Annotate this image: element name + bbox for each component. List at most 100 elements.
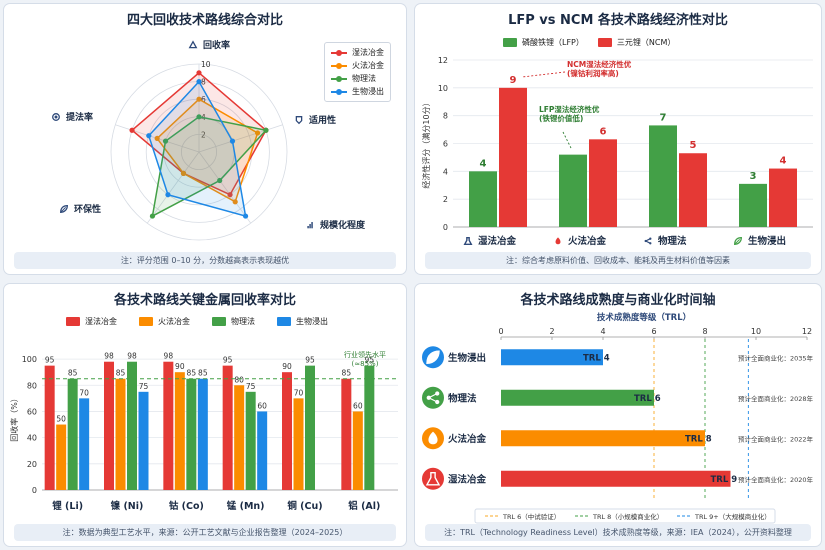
flame-icon: [422, 427, 444, 450]
maturity-bar: [501, 430, 705, 447]
flask-icon-shape: [425, 472, 441, 486]
maturity-xtick: 12: [802, 327, 812, 336]
recovery-bar-label: 98: [104, 352, 114, 361]
radar-panel: 四大回收技术路线综合对比 2 4 6 8 10 回收率 适用性 规模化程度 环保性 提法率 湿法冶…: [3, 3, 407, 275]
maturity-bar: [501, 349, 603, 366]
recovery-bar: [305, 365, 315, 490]
legend-item: 火法冶金: [331, 59, 384, 72]
legend-item: 湿法冶金: [331, 46, 384, 59]
maturity-xtick: 4: [600, 327, 605, 336]
radar-axis-label: 环保性: [74, 203, 101, 215]
recovery-ylabel: 回收率（%）: [9, 394, 19, 442]
share-icon-dot: [644, 239, 647, 243]
flame-icon-shape: [555, 237, 561, 245]
recovery-bar-label: 90: [282, 362, 292, 371]
radar-point: [263, 127, 269, 133]
maturity-legend-label: TRL 8（小规模商业化）: [592, 512, 663, 521]
maturity-commercial-year: 预计全面商业化：2020年: [738, 475, 814, 484]
recovery-bar: [174, 372, 185, 490]
recovery-xtick: 锰 (Mn): [227, 500, 265, 512]
maturity-chart: 技术成熟度等级（TRL） 0 2 4 6 8 10 12 生物浸出 TRL 4 预计全面商业化：20…: [422, 312, 814, 524]
share-icon-dot: [435, 391, 440, 396]
share-icon: [422, 386, 444, 409]
maturity-note: 注：TRL（Technology Readiness Level）技术成熟度等级…: [425, 524, 811, 541]
recovery-ytick: 0: [32, 486, 37, 495]
recovery-ytick: 20: [27, 460, 37, 469]
bar-chart-icon-bar: [309, 224, 311, 229]
legend-label: 三元锂（NCM）: [616, 38, 676, 47]
legend-item: 生物浸出: [331, 85, 384, 98]
legend-item: 三元锂（NCM）: [597, 37, 676, 48]
maturity-legend-label: TRL 9+（大规模商业化）: [694, 512, 771, 521]
recovery-bar-label: 85: [68, 369, 78, 378]
recovery-bar-label: 50: [56, 415, 66, 424]
econ-annotation-ncm: NCM湿法经济性优(镍钴利润率高): [567, 59, 632, 78]
recovery-bar: [56, 424, 67, 490]
legend-label: 火法冶金: [352, 61, 384, 70]
recovery-ytick: 60: [27, 407, 37, 416]
flask-icon-shape: [463, 237, 473, 245]
share-icon-dot: [649, 237, 652, 240]
flame-icon-shape: [428, 431, 438, 445]
econ-bar-label: 7: [660, 112, 667, 123]
recycle-icon: [188, 40, 198, 49]
econ-ytick: 4: [443, 167, 448, 176]
maturity-xtick: 6: [651, 327, 656, 336]
maturity-legend-box: [474, 508, 776, 524]
maturity-category-label: 生物浸出: [448, 352, 486, 364]
recovery-bar: [245, 391, 256, 490]
recovery-bar-label: 75: [246, 382, 256, 391]
econ-note: 注：综合考虑原料价值、回收成本、能耗及再生材料价值等因素: [425, 252, 811, 269]
bar-chart-icon-bar: [307, 225, 309, 229]
recovery-bar: [104, 361, 114, 490]
recovery-bar: [197, 378, 208, 490]
recovery-bar: [222, 365, 233, 490]
econ-ytick: 8: [443, 112, 448, 121]
maturity-bar-label: TRL 6: [634, 394, 661, 404]
recovery-xtick: 钴 (Co): [169, 500, 204, 512]
radar-point: [129, 127, 135, 133]
recovery-bar: [79, 398, 90, 490]
econ-ytick: 10: [438, 84, 448, 93]
radar-point: [196, 79, 202, 85]
radar-point: [217, 177, 223, 184]
bar-chart-icon: [307, 222, 313, 229]
recovery-bar-label: 75: [139, 382, 149, 391]
econ-bar: [469, 171, 497, 227]
maturity-legend-label: TRL 6（中试验证）: [502, 512, 560, 521]
leaf-icon: [734, 237, 742, 245]
maturity-bar: [501, 470, 731, 487]
leaf-icon-vein: [60, 206, 67, 213]
recovery-bar-label: 85: [116, 369, 126, 378]
recovery-legend: 湿法冶金 火法冶金 物理法 生物浸出: [66, 316, 328, 327]
legend-item: 物理法: [212, 316, 255, 327]
econ-bar-label: 4: [480, 158, 487, 169]
radar-tick-label: 6: [201, 95, 206, 104]
recovery-bar-label: 90: [175, 362, 185, 371]
legend-label: 物理法: [231, 317, 255, 326]
econ-bar-label: 4: [780, 156, 787, 167]
recovery-bar: [234, 385, 245, 490]
econ-bar: [499, 87, 527, 227]
legend-label: 湿法冶金: [352, 48, 384, 57]
recovery-ytick: 40: [27, 434, 37, 443]
maturity-category-label: 火法冶金: [448, 433, 487, 445]
radar-point: [254, 130, 261, 136]
recovery-panel: 各技术路线关键金属回收率对比 0 20 40 60 80 100 回收率（%） 95 50 85 7…: [3, 283, 407, 547]
radar-point: [196, 114, 202, 120]
share-icon-dot: [426, 395, 431, 400]
legend-item: 物理法: [331, 72, 384, 85]
econ-bar-label: 9: [510, 75, 517, 86]
flame-icon: [555, 237, 561, 245]
recovery-note: 注：数据为典型工艺水平，来源：公开工艺文献与企业报告整理（2024–2025）: [14, 524, 396, 541]
radar-tick-label: 8: [201, 78, 206, 87]
legend-label: 生物浸出: [296, 317, 328, 326]
radar-axis-label: 提法率: [66, 111, 93, 123]
leaf-icon-vein: [734, 238, 741, 245]
recovery-xtick: 铜 (Cu): [287, 500, 322, 512]
recovery-bar-label: 95: [305, 356, 315, 365]
legend-label: 湿法冶金: [85, 317, 117, 326]
econ-annotation-lfp: LFP湿法经济性优(铁锂价值低): [539, 104, 600, 123]
econ-xtick: 湿法冶金: [478, 235, 517, 247]
flask-icon: [463, 237, 473, 245]
